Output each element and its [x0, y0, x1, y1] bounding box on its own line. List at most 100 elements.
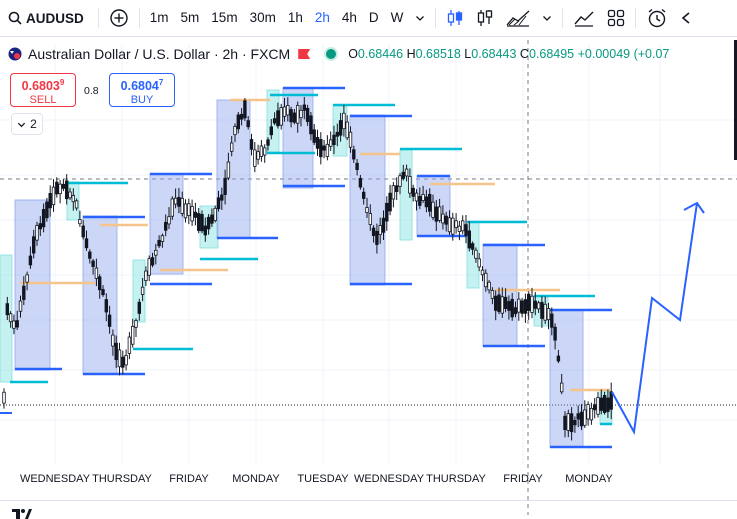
candle-body: [279, 107, 283, 126]
candle-body: [378, 225, 382, 235]
candle-body: [203, 225, 207, 236]
candle-body: [183, 203, 188, 219]
change-value: +0.00049 (+0.07: [577, 47, 670, 61]
candle-body: [236, 114, 240, 130]
compare-add-button[interactable]: [103, 0, 135, 36]
sell-label: SELL: [29, 94, 57, 107]
candle-body: [15, 320, 19, 328]
sell-price-sup: 9: [59, 78, 65, 87]
candle-body: [213, 207, 217, 221]
candle-body: [249, 139, 254, 150]
candle-body: [418, 196, 422, 206]
interval-5m[interactable]: 5m: [180, 10, 200, 25]
interval-4h[interactable]: 4h: [341, 10, 357, 25]
candle-body: [256, 151, 260, 160]
candle-body: [25, 274, 29, 283]
high-label: H: [406, 47, 416, 61]
candle-body: [368, 213, 372, 225]
candle-body: [335, 131, 339, 137]
sell-button[interactable]: 0.68039 SELL: [10, 73, 76, 107]
divider: [435, 8, 437, 28]
grid-icon: [608, 9, 625, 27]
price-chart[interactable]: [0, 37, 737, 515]
flag-icon[interactable]: [298, 49, 311, 59]
candle-body: [127, 336, 132, 354]
interval-30m[interactable]: 30m: [249, 10, 276, 25]
bars-button[interactable]: [470, 0, 500, 36]
candle-body: [220, 194, 224, 201]
zone-box: [132, 259, 146, 323]
candle-body: [375, 230, 379, 245]
time-label: MONDAY: [565, 473, 613, 485]
candle-body: [200, 213, 204, 232]
chart-title: Australian Dollar / U.S. Dollar · 2h · F…: [28, 46, 291, 62]
candle-body: [325, 143, 330, 157]
area-chart-button[interactable]: [500, 0, 536, 36]
sell-price: 0.6803: [21, 79, 60, 94]
interval-2h[interactable]: 2h: [314, 10, 330, 25]
candle-body: [140, 286, 145, 295]
chart-type-dropdown[interactable]: [536, 0, 558, 36]
interval-1m[interactable]: 1m: [149, 10, 169, 25]
zone-box: [14, 199, 51, 371]
candle-body: [292, 112, 297, 123]
buy-price: 0.6804: [120, 79, 159, 94]
interval-w[interactable]: W: [390, 10, 404, 25]
candle-body: [437, 206, 442, 221]
candle-body: [322, 145, 326, 151]
candle-body: [58, 183, 62, 195]
candles-button[interactable]: [440, 0, 470, 36]
indicators-button[interactable]: [567, 0, 601, 36]
candle-body: [602, 394, 607, 413]
candle-body: [190, 206, 194, 222]
candle-body: [147, 258, 151, 276]
candle-body: [269, 126, 273, 136]
divider: [635, 8, 637, 28]
indicators-icon: [574, 11, 594, 27]
layouts-button[interactable]: [601, 0, 631, 36]
candle-body: [348, 131, 353, 148]
market-status-icon[interactable]: [324, 47, 339, 61]
candle-body: [177, 196, 181, 207]
close-label: C: [519, 47, 529, 61]
interval-d[interactable]: D: [368, 10, 379, 25]
candle-body: [328, 139, 333, 147]
candle-body: [51, 186, 56, 206]
candle-body: [243, 100, 247, 119]
alert-button[interactable]: [640, 0, 674, 36]
price-scale-edge[interactable]: [734, 40, 737, 160]
candle-body: [111, 334, 115, 347]
candle-body: [441, 213, 445, 224]
time-axis[interactable]: WEDNESDAY THURSDAY FRIDAY MONDAY TUESDAY…: [0, 468, 737, 490]
buy-button[interactable]: 0.68047 BUY: [109, 73, 175, 107]
time-label: WEDNESDAY: [353, 473, 425, 485]
interval-1h[interactable]: 1h: [287, 10, 303, 25]
indicators-collapse-button[interactable]: 2: [11, 113, 43, 135]
time-label: FRIDAY: [503, 473, 543, 485]
candle-body: [352, 149, 356, 160]
interval-dropdown[interactable]: [409, 0, 431, 36]
candle-body: [457, 225, 462, 232]
candle-body: [332, 134, 336, 145]
time-label: TUESDAY: [297, 473, 349, 485]
candle-body: [358, 177, 363, 188]
candle-body: [35, 225, 39, 241]
replay-button[interactable]: [674, 0, 698, 36]
candle-body: [563, 415, 567, 430]
candle-body: [411, 187, 415, 197]
candle-body: [606, 397, 610, 412]
candle-body: [259, 145, 264, 157]
candle-body: [196, 213, 201, 231]
chevron-down-icon: [543, 16, 552, 21]
candle-body: [315, 137, 320, 149]
chart-grid: [0, 40, 737, 515]
candle-body: [513, 307, 518, 315]
candle-body: [345, 121, 349, 139]
candle-body: [444, 215, 448, 225]
candle-body: [493, 295, 498, 311]
symbol-search[interactable]: AUDUSD: [0, 0, 84, 36]
candle-body: [272, 118, 277, 124]
interval-15m[interactable]: 15m: [211, 10, 238, 25]
close-value: 0.68495: [528, 47, 575, 61]
candle-body: [365, 207, 369, 213]
